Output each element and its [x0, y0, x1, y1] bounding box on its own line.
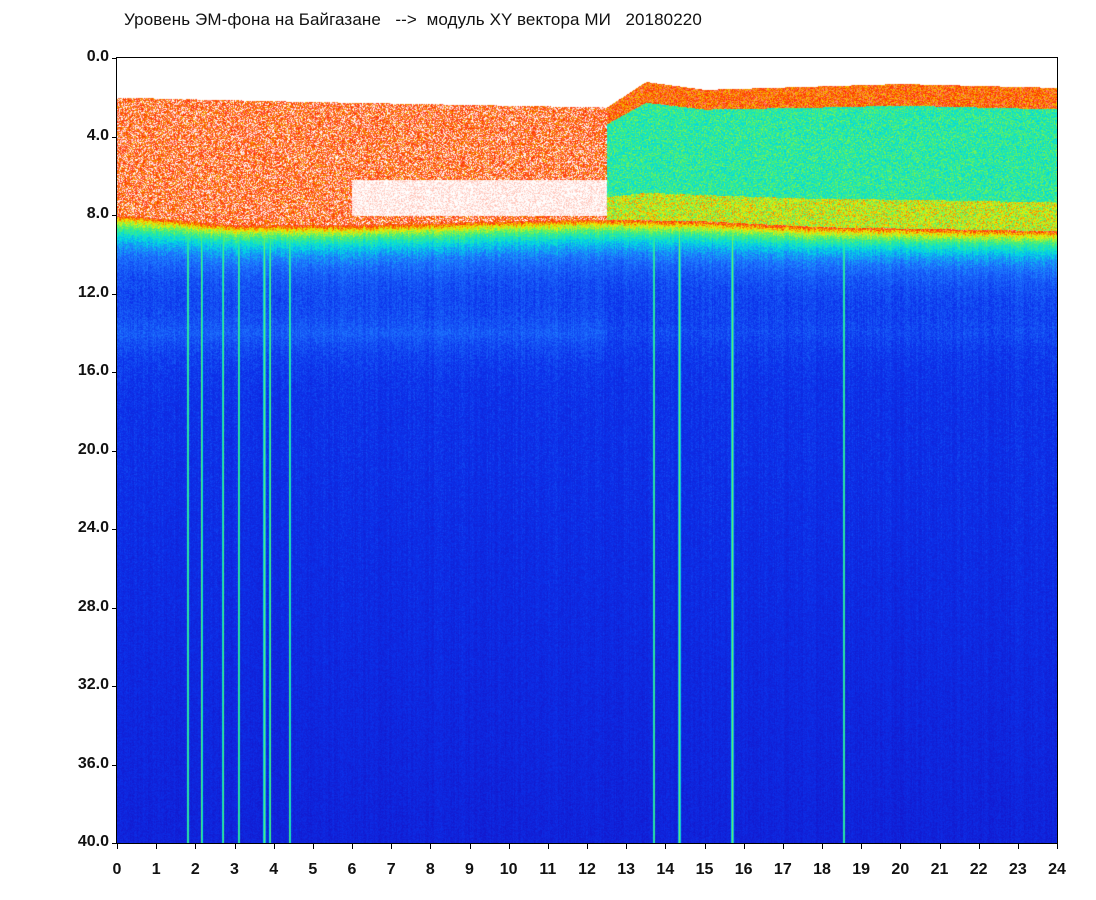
x-tick-label: 19	[852, 861, 871, 878]
y-tick-label: 0.0	[86, 48, 109, 65]
x-tick-mark	[391, 843, 393, 849]
y-tick-mark	[112, 136, 117, 138]
x-tick-label: 9	[465, 861, 474, 878]
x-tick-label: 12	[578, 861, 596, 878]
x-tick-label: 24	[1048, 861, 1066, 878]
x-tick-mark	[195, 843, 197, 849]
y-tick-mark	[112, 372, 117, 373]
y-tick-mark	[112, 764, 117, 766]
x-tick-label: 23	[1008, 861, 1027, 878]
x-tick-label: 17	[773, 861, 792, 878]
x-tick-mark	[626, 843, 628, 849]
x-tick-label: 15	[695, 861, 714, 878]
x-tick-mark	[312, 843, 314, 849]
chart-title: Уровень ЭМ-фона на Байгазане --> модуль …	[124, 10, 702, 29]
x-tick-mark	[1057, 843, 1058, 849]
x-tick-mark	[782, 843, 784, 849]
x-tick-mark	[939, 843, 941, 849]
y-tick-mark	[112, 293, 117, 295]
x-tick-label: 21	[930, 861, 949, 878]
y-tick-mark	[112, 529, 117, 530]
x-tick-mark	[547, 843, 549, 849]
x-tick-label: 20	[891, 861, 910, 878]
y-tick-label: 20.0	[77, 440, 109, 458]
x-tick-label: 5	[308, 861, 318, 878]
x-tick-label: 8	[425, 861, 435, 878]
x-tick-mark	[234, 843, 236, 849]
x-tick-label: 14	[656, 861, 675, 878]
y-tick-label: 4.0	[86, 126, 109, 144]
x-tick-mark	[352, 843, 353, 849]
x-tick-label: 16	[734, 861, 753, 878]
y-tick-label: 8.0	[86, 205, 109, 222]
x-tick-label: 2	[190, 861, 200, 878]
y-tick-mark	[112, 450, 117, 452]
y-tick-mark	[112, 607, 117, 609]
y-tick-mark	[112, 686, 117, 687]
x-tick-mark	[273, 843, 275, 849]
x-tick-label: 0	[112, 861, 122, 878]
spectrogram-heatmap	[117, 58, 1057, 843]
x-tick-mark	[1017, 843, 1019, 849]
x-tick-mark	[900, 843, 902, 849]
x-tick-mark	[704, 843, 706, 849]
y-tick-mark	[112, 843, 117, 844]
x-tick-label: 4	[269, 861, 279, 878]
x-tick-mark	[822, 843, 823, 849]
y-tick-mark	[112, 215, 117, 216]
x-tick-label: 18	[813, 861, 831, 878]
x-tick-mark	[117, 843, 118, 849]
x-tick-mark	[665, 843, 667, 849]
y-tick-mark	[112, 58, 117, 59]
x-tick-mark	[430, 843, 432, 849]
x-tick-label: 7	[386, 861, 396, 878]
y-tick-label: 16.0	[77, 362, 109, 379]
y-tick-label: 28.0	[77, 597, 109, 615]
y-tick-label: 12.0	[77, 283, 109, 301]
x-tick-label: 1	[151, 861, 161, 878]
x-tick-mark	[743, 843, 745, 849]
y-tick-label: 32.0	[77, 676, 109, 693]
x-tick-mark	[978, 843, 980, 849]
y-tick-label: 24.0	[77, 519, 109, 536]
x-tick-mark	[508, 843, 510, 849]
x-tick-label: 3	[230, 861, 239, 878]
x-tick-mark	[156, 843, 158, 849]
x-tick-label: 13	[617, 861, 636, 878]
x-tick-label: 6	[347, 861, 357, 878]
y-tick-label: 36.0	[77, 754, 109, 772]
x-tick-mark	[587, 843, 588, 849]
x-tick-label: 22	[969, 861, 988, 878]
y-tick-label: 40.0	[77, 833, 109, 850]
x-tick-label: 10	[499, 861, 518, 878]
x-tick-mark	[861, 843, 863, 849]
x-tick-mark	[469, 843, 471, 849]
plot-frame	[116, 57, 1058, 844]
x-tick-label: 11	[539, 861, 557, 878]
